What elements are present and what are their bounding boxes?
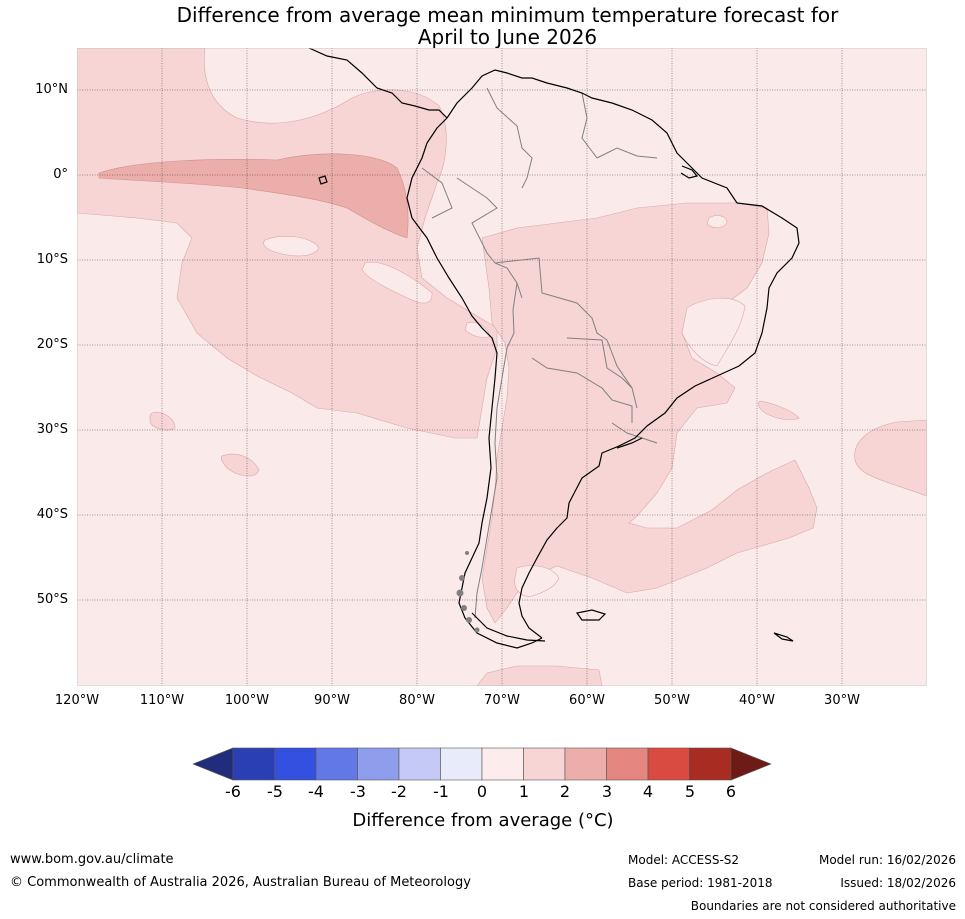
title-line-1: Difference from average mean minimum tem… <box>176 3 839 27</box>
footer-issued: Issued: 18/02/2026 <box>840 876 956 890</box>
lon-label-60w: 60°W <box>569 693 605 708</box>
lon-label-40w: 40°W <box>739 693 775 708</box>
border-peru-bolivia <box>506 282 518 349</box>
anomaly-hole-5 <box>706 215 728 228</box>
forecast-map <box>77 48 927 686</box>
fjords-4 <box>466 617 472 623</box>
footer-copyright: © Commonwealth of Australia 2026, Austra… <box>10 875 471 890</box>
colorbar-extend-low <box>192 747 234 781</box>
map-title: Difference from average mean minimum tem… <box>0 4 965 48</box>
colorbar-box <box>606 747 649 781</box>
colorbar-tick-0: 0 <box>476 782 488 801</box>
anomaly-region-1-2-small-west-2 <box>220 453 260 477</box>
lon-label-90w: 90°W <box>314 693 350 708</box>
title-line-2: April to June 2026 <box>417 25 598 49</box>
lon-label-70w: 70°W <box>484 693 520 708</box>
colorbar-box <box>647 747 690 781</box>
colorbar-tick-minus4: -4 <box>308 782 324 801</box>
colorbar-tick-minus6: -6 <box>225 782 241 801</box>
colorbar-tick-2: 2 <box>559 782 571 801</box>
footer-model-run: Model run: 16/02/2026 <box>818 853 956 867</box>
lat-label-10s: 10°S <box>36 252 68 267</box>
lat-label-10n: 10°N <box>35 82 68 97</box>
lon-label-120w: 120°W <box>54 693 100 708</box>
coast-galapagos <box>318 175 328 185</box>
border-bolivia-paraguay <box>566 337 633 389</box>
anomaly-region-1-2-small-west-1 <box>149 412 176 431</box>
colorbar-tick-minus1: -1 <box>433 782 449 801</box>
lon-label-110w: 110°W <box>139 693 185 708</box>
footer-disclaimer: Boundaries are not considered authoritat… <box>690 899 956 913</box>
colorbar-box <box>357 747 400 781</box>
colorbar-box <box>440 747 483 781</box>
fjords-2 <box>456 589 464 597</box>
anomaly-region-2-3 <box>98 153 409 239</box>
colorbar-tick-6: 6 <box>725 782 737 801</box>
colorbar-tick-4: 4 <box>642 782 654 801</box>
coast-rio-de-la-plata <box>616 437 643 449</box>
fjords-5 <box>474 627 480 633</box>
lon-label-30w: 30°W <box>824 693 860 708</box>
coast-atlantic-south-america <box>518 202 800 639</box>
coast-pacific-south-america <box>406 117 543 649</box>
colorbar-svg <box>192 747 772 781</box>
colorbar-tick-minus5: -5 <box>267 782 283 801</box>
border-ecuador-peru <box>421 167 453 219</box>
colorbar-tick-3: 3 <box>601 782 613 801</box>
map-frame <box>77 48 927 686</box>
lon-label-50w: 50°W <box>654 693 690 708</box>
colorbar <box>190 746 780 786</box>
fjords-6 <box>465 551 469 555</box>
colorbar-tick-minus2: -2 <box>391 782 407 801</box>
fjords-3 <box>461 605 467 611</box>
lat-label-40s: 40°S <box>36 507 68 522</box>
colorbar-tick-minus3: -3 <box>350 782 366 801</box>
colorbar-box <box>232 747 275 781</box>
coast-falklands <box>575 609 607 621</box>
border-brazil-paraguay <box>606 339 638 409</box>
footer-model: Model: ACCESS-S2 <box>628 853 740 867</box>
coast-central-america <box>308 48 448 119</box>
lat-label-50s: 50°S <box>36 592 68 607</box>
lon-label-100w: 100°W <box>224 693 270 708</box>
anomaly-hole-1 <box>263 235 320 257</box>
coast-amazon-mouth <box>680 165 699 179</box>
colorbar-box <box>689 747 732 781</box>
lat-label-30s: 30°S <box>36 422 68 437</box>
anomaly-region-1-2-atlantic-blob <box>758 400 800 421</box>
anomaly-hole-4 <box>681 297 746 367</box>
footer-website: www.bom.gov.au/climate <box>10 852 174 867</box>
colorbar-tick-1: 1 <box>518 782 530 801</box>
colorbar-box <box>481 747 524 781</box>
anomaly-hole-6 <box>514 565 560 597</box>
coast-caribbean <box>446 69 738 204</box>
anomaly-region-1-2-south <box>476 665 603 686</box>
colorbar-box <box>274 747 317 781</box>
lat-label-0: 0° <box>53 167 68 182</box>
colorbar-box <box>523 747 566 781</box>
fjords-1 <box>459 575 465 581</box>
border-paraguay-argentina <box>531 357 633 423</box>
border-brazil-bolivia <box>494 257 608 341</box>
border-guianas <box>596 147 658 159</box>
anomaly-region-1-2-atlantic-east <box>854 419 927 497</box>
colorbar-box <box>564 747 607 781</box>
colorbar-box <box>398 747 441 781</box>
colorbar-box <box>315 747 358 781</box>
border-peru-brazil <box>456 177 523 299</box>
coast-south-georgia <box>773 632 794 642</box>
footer-base-period: Base period: 1981-2018 <box>628 876 773 890</box>
lon-label-80w: 80°W <box>399 693 435 708</box>
border-venezuela-guyana <box>581 92 598 159</box>
anomaly-hole-2 <box>361 261 433 304</box>
lat-label-20s: 20°S <box>36 337 68 352</box>
colorbar-label: Difference from average (°C) <box>352 810 614 831</box>
colorbar-tick-5: 5 <box>684 782 696 801</box>
border-brazil-uruguay <box>611 422 658 444</box>
coast-tierra-del-fuego <box>471 612 546 642</box>
map-svg <box>77 48 927 686</box>
colorbar-extend-high <box>730 747 772 781</box>
border-colombia-venezuela <box>486 87 533 189</box>
border-chile-argentina <box>474 347 508 619</box>
